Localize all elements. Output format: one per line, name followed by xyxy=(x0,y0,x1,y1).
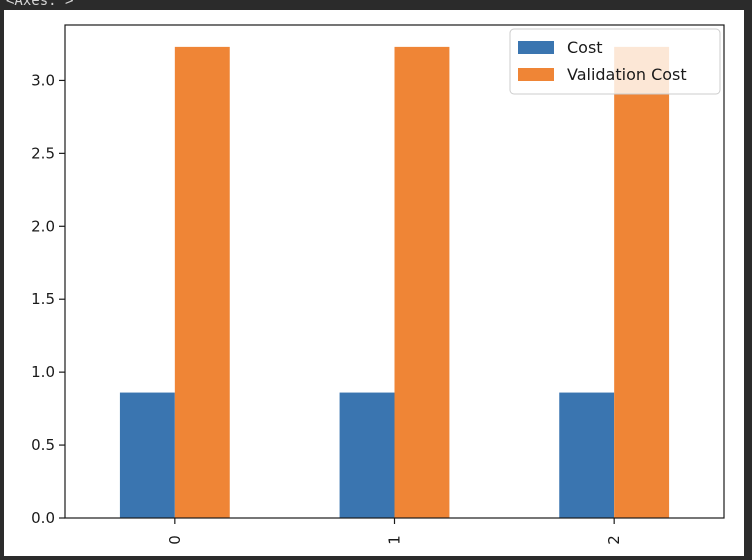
y-tick-label: 2.5 xyxy=(31,144,55,162)
x-tick-label: 1 xyxy=(386,535,404,545)
legend: Cost Validation Cost xyxy=(509,28,721,95)
y-tick-label: 3.0 xyxy=(31,71,55,89)
legend-label: Validation Cost xyxy=(567,65,687,84)
x-tick-label: 2 xyxy=(605,535,623,545)
x-axis: 0 1 2 xyxy=(166,518,623,545)
legend-swatch xyxy=(518,41,554,54)
x-tick-label: 0 xyxy=(166,535,184,545)
bar-cost-1 xyxy=(339,392,395,518)
y-tick-label: 1.5 xyxy=(31,290,55,308)
bar-cost-0 xyxy=(119,392,175,518)
bar-validation-cost-2 xyxy=(614,46,670,519)
bar-validation-cost-1 xyxy=(394,46,450,519)
y-tick-label: 2.0 xyxy=(31,217,55,235)
bar-chart: 0.0 0.5 1.0 1.5 2.0 2.5 3.0 0 1 2 Cost Validation… xyxy=(31,24,725,545)
bar-validation-cost-0 xyxy=(174,46,230,519)
cell-output-repr: <Axes: > xyxy=(6,0,74,9)
y-tick-label: 0.0 xyxy=(31,509,55,527)
bars-layer xyxy=(119,46,670,519)
legend-swatch xyxy=(518,68,554,81)
bar-cost-2 xyxy=(559,392,615,518)
legend-box xyxy=(509,28,721,95)
chart-figure: 0.0 0.5 1.0 1.5 2.0 2.5 3.0 0 1 2 Cost Validation… xyxy=(4,10,744,556)
y-tick-label: 0.5 xyxy=(31,436,55,454)
y-tick-label: 1.0 xyxy=(31,363,55,381)
y-axis: 0.0 0.5 1.0 1.5 2.0 2.5 3.0 xyxy=(31,71,65,527)
legend-label: Cost xyxy=(567,38,603,57)
